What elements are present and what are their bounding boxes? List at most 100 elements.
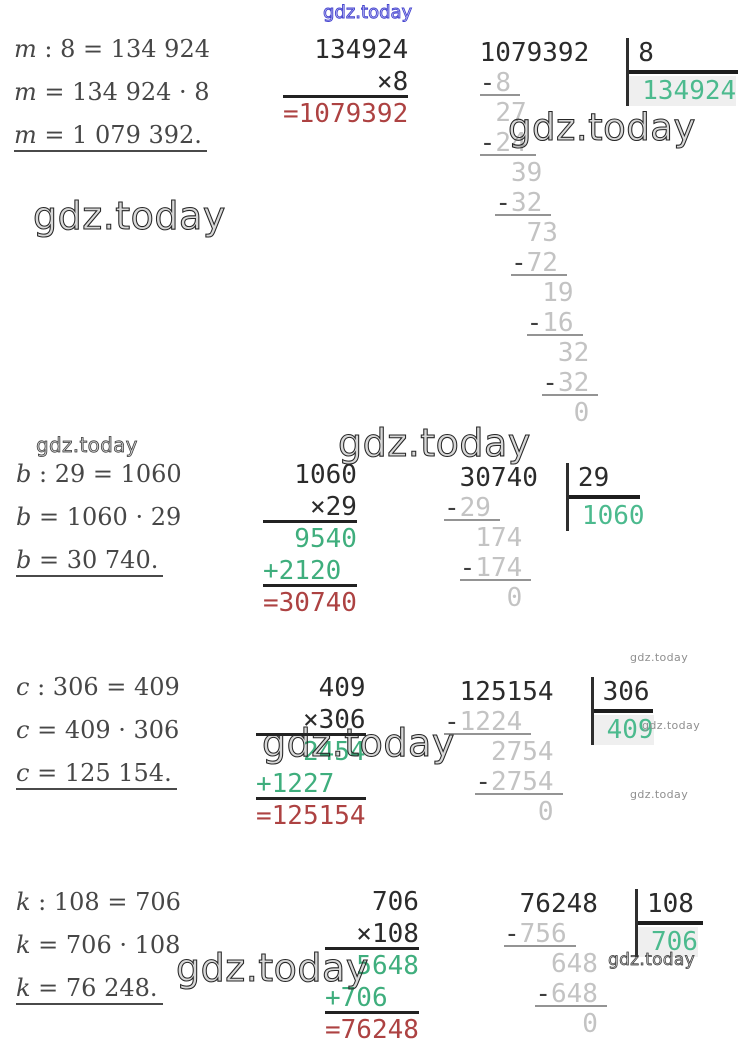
divisor: 108: [637, 889, 703, 925]
equation-rest: = 30 740.: [31, 546, 159, 574]
division-step-text: 27: [495, 98, 526, 128]
equation-line: c = 409 · 306: [16, 709, 180, 752]
equations-block: m : 8 = 134 924 m = 134 924 · 8 m = 1 079 …: [14, 28, 210, 157]
equation-variable: m: [14, 121, 37, 149]
division-work: 76248 -756 648 -648 0: [504, 889, 607, 1039]
step-digits: 2754: [490, 767, 554, 797]
step-digits: 0: [573, 398, 590, 428]
division-step-text: -32: [542, 368, 599, 398]
multiplication-line: ×29: [263, 492, 357, 523]
division-step-text: 0: [574, 398, 590, 428]
minus-sign: -: [479, 128, 496, 158]
division-step: 0: [444, 797, 563, 827]
minus-sign: -: [495, 188, 511, 218]
multiplication-line: =76248: [325, 1015, 419, 1045]
minus-sign: -: [535, 979, 551, 1009]
division-step: 174: [444, 523, 538, 553]
watermark: gdz.today: [323, 2, 413, 24]
step-digits: 27: [495, 98, 527, 128]
equation-text: k = 76 248.: [16, 974, 163, 1005]
step-digits: 32: [557, 338, 590, 368]
step-digits: 73: [526, 218, 558, 248]
division-step: -756: [504, 919, 607, 949]
division-step-text: -1224: [444, 707, 532, 737]
equation-line: b = 30 740.: [16, 539, 182, 582]
equation-rest: = 409 · 306: [29, 716, 180, 744]
equation-variable: m: [14, 35, 37, 63]
division-step-text: 2754: [491, 737, 554, 767]
division-work: 1079392 -8 27 -24 39 -32 73 -72 19 -16 3…: [464, 38, 599, 428]
division-step-text: 0: [538, 797, 554, 827]
equation-line: b : 29 = 1060: [16, 453, 182, 496]
watermark: gdz.today: [32, 193, 226, 238]
multiplication-line: 1060: [263, 460, 357, 490]
multiplication-line: =125154: [256, 801, 366, 831]
division-step-text: 0: [507, 583, 523, 613]
equation-text: m : 8 = 134 924: [14, 35, 210, 63]
division-step: 73: [464, 218, 598, 248]
step-digits: 0: [537, 797, 554, 827]
equation-text: m = 1 079 392.: [14, 121, 207, 152]
equation-line: c : 306 = 409: [16, 666, 180, 709]
divisor-quotient: 108 706: [634, 889, 703, 957]
division-step: -8: [464, 68, 598, 98]
division-step-text: -648: [535, 979, 607, 1009]
divisor: 29: [568, 463, 640, 499]
multiplication-line: +1227: [256, 769, 366, 800]
equation-text: c = 125 154.: [16, 759, 177, 790]
quotient: 1060: [581, 501, 645, 531]
equation-variable: c: [16, 759, 30, 787]
step-digits: 2754: [490, 737, 554, 767]
equation-line: m = 134 924 · 8: [14, 71, 210, 114]
equation-text: c : 306 = 409: [16, 673, 180, 701]
division-step-text: 32: [558, 338, 589, 368]
divisor-quotient: 8 134924: [626, 38, 738, 106]
step-digits: 648: [550, 979, 598, 1009]
multiplication-line: +706: [325, 983, 419, 1014]
minus-sign: -: [444, 493, 460, 523]
minus-sign: -: [475, 767, 491, 797]
dividend: 125154: [444, 677, 554, 707]
equation-rest: = 1060 · 29: [31, 503, 182, 531]
equation-text: b : 29 = 1060: [16, 460, 182, 488]
equation-text: k = 706 · 108: [16, 931, 180, 959]
multiplication-line: 9540: [263, 524, 357, 554]
step-digits: 0: [582, 1009, 598, 1039]
division-step-text: 174: [475, 523, 522, 553]
step-digits: 174: [475, 523, 523, 553]
step-digits: 32: [510, 188, 543, 218]
step-digits: 174: [475, 553, 523, 583]
equation-line: c = 125 154.: [16, 752, 180, 795]
equation-text: b = 30 740.: [16, 546, 164, 577]
divisor-quotient: 29 1060: [565, 463, 645, 531]
division-step-text: -174: [459, 553, 532, 583]
step-digits: 756: [519, 919, 567, 949]
equation-line: b = 1060 · 29: [16, 496, 182, 539]
step-digits: 0: [506, 583, 523, 613]
equation-rest: : 306 = 409: [29, 673, 180, 701]
division-step: 0: [504, 1009, 607, 1039]
multiplication-line: ×8: [283, 67, 409, 98]
divisor: 8: [629, 38, 738, 74]
multiplication-line: =30740: [263, 588, 357, 618]
division-block: 30740 -29 174 -174 0 29 1060: [444, 463, 645, 613]
quotient: 409: [593, 715, 654, 745]
step-digits: 32: [557, 368, 590, 398]
division-step: 32: [464, 338, 598, 368]
watermark: gdz.today: [630, 651, 689, 664]
equation-variable: b: [16, 546, 32, 574]
equation-rest: : 108 = 706: [30, 888, 181, 916]
division-step: 648: [504, 949, 607, 979]
division-step-text: -32: [495, 188, 552, 218]
division-step: -32: [464, 368, 599, 398]
minus-sign: -: [510, 248, 527, 278]
equation-variable: k: [16, 931, 31, 959]
equation-text: b = 1060 · 29: [16, 503, 181, 531]
division-step: 0: [444, 583, 538, 613]
division-step: -29: [444, 493, 538, 523]
step-digits: 19: [542, 278, 574, 308]
division-step: 0: [464, 398, 598, 428]
step-digits: 24: [495, 128, 527, 158]
divisor: 306: [593, 677, 653, 713]
